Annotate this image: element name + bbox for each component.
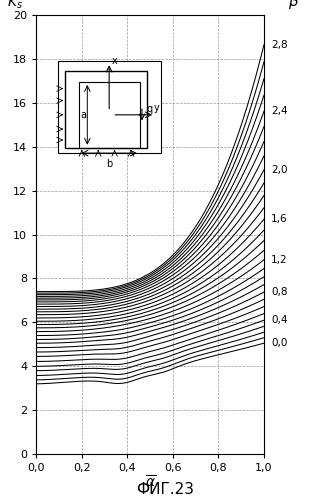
Text: 0,4: 0,4 <box>271 315 287 325</box>
Text: $\beta$: $\beta$ <box>288 0 299 10</box>
Text: 2,8: 2,8 <box>271 39 287 49</box>
Text: ФИГ.23: ФИГ.23 <box>136 482 194 497</box>
X-axis label: $\overline{\alpha}$: $\overline{\alpha}$ <box>145 475 156 491</box>
Text: 0,0: 0,0 <box>271 338 287 348</box>
Text: 1,2: 1,2 <box>271 255 287 265</box>
Text: 0,8: 0,8 <box>271 287 287 297</box>
Text: $K_s$: $K_s$ <box>7 0 23 10</box>
Text: 2,0: 2,0 <box>271 165 287 175</box>
Text: 1,6: 1,6 <box>271 214 287 224</box>
Text: 2,4: 2,4 <box>271 106 287 116</box>
